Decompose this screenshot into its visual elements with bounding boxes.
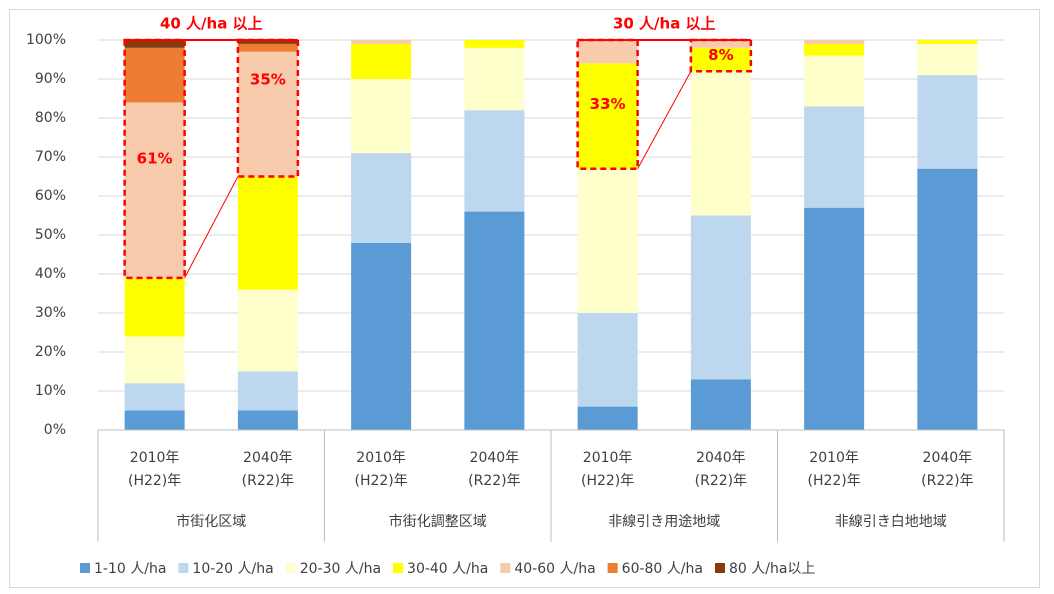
bar-segment xyxy=(917,168,978,430)
bar-segment xyxy=(237,289,298,372)
bar-segment xyxy=(124,40,185,48)
x-tick-label: (R22)年 xyxy=(695,473,747,489)
bar-segment xyxy=(690,379,751,430)
bar-segment xyxy=(804,43,865,56)
x-tick-label: (H22)年 xyxy=(581,473,634,489)
legend-swatch xyxy=(714,563,725,573)
bar-segment xyxy=(124,47,185,103)
x-tick-label: (H22)年 xyxy=(807,473,860,489)
annotation-label: 61% xyxy=(137,149,173,167)
group-label: 非線引き白地地域 xyxy=(835,514,947,530)
group-label: 非線引き用途地域 xyxy=(608,513,720,530)
bar-segment xyxy=(237,371,298,411)
x-tick-label: 2040年 xyxy=(470,450,520,466)
bar-segment xyxy=(804,40,865,44)
bar-segment xyxy=(351,40,412,44)
x-tick-label: 2010年 xyxy=(356,450,406,466)
bar-segment xyxy=(464,211,525,430)
bar-segment xyxy=(124,277,185,337)
bar-segment xyxy=(917,43,978,76)
y-tick-label: 90% xyxy=(35,71,66,87)
bar-segment xyxy=(690,40,751,48)
annotation-label: 35% xyxy=(250,71,286,89)
annotation-connector xyxy=(637,70,692,169)
bar-segment xyxy=(690,47,751,72)
bar-segment xyxy=(351,43,412,79)
y-tick-label: 80% xyxy=(35,110,66,126)
bar-segment xyxy=(351,79,412,154)
bar-segment xyxy=(577,406,638,430)
bar-segment xyxy=(690,215,751,380)
x-tick-label: 2010年 xyxy=(583,450,633,466)
legend-swatch xyxy=(393,563,404,573)
legend-swatch xyxy=(500,563,511,573)
y-tick-label: 20% xyxy=(35,344,66,360)
legend-label: 30-40 人/ha xyxy=(407,561,488,577)
x-tick-label: 2040年 xyxy=(923,450,973,466)
bar-segment xyxy=(464,40,525,48)
legend-label: 20-30 人/ha xyxy=(300,561,381,577)
legend-label: 40-60 人/ha xyxy=(514,561,595,577)
annotation-connector xyxy=(184,176,239,279)
annotation-label: 8% xyxy=(708,46,733,64)
x-tick-label: 2040年 xyxy=(243,450,293,466)
y-tick-label: 50% xyxy=(35,227,66,243)
bar-segment xyxy=(124,410,185,430)
group-label: 市街化区域 xyxy=(176,513,246,530)
y-tick-label: 10% xyxy=(35,383,66,399)
y-tick-label: 40% xyxy=(35,266,66,282)
bar-segment xyxy=(917,75,978,169)
bar-segment xyxy=(124,102,185,278)
bar-segment xyxy=(237,40,298,44)
legend-label: 10-20 人/ha xyxy=(192,561,273,577)
bar-segment xyxy=(804,55,865,107)
legend-label: 80 人/ha以上 xyxy=(729,561,815,577)
bar-segment xyxy=(124,336,185,384)
x-tick-label: 2010年 xyxy=(130,450,180,466)
bar-segment xyxy=(804,106,865,208)
bar-segment xyxy=(237,51,298,177)
annotation-label: 33% xyxy=(590,95,626,113)
bar-segment xyxy=(804,207,865,430)
legend-swatch xyxy=(178,563,189,573)
x-tick-label: 2010年 xyxy=(809,450,859,466)
x-tick-label: (R22)年 xyxy=(921,473,973,489)
x-tick-label: (H22)年 xyxy=(128,473,181,489)
legend-swatch xyxy=(80,563,90,573)
bar-segment xyxy=(351,153,412,243)
legend-swatch xyxy=(285,563,296,573)
legend-label: 60-80 人/ha xyxy=(622,561,703,577)
x-tick-label: 2040年 xyxy=(696,450,746,466)
bar-segment xyxy=(577,40,638,64)
annotation-title: 40 人/ha 以上 xyxy=(160,15,263,33)
bar-segment xyxy=(917,40,978,44)
y-tick-label: 0% xyxy=(44,422,66,438)
y-tick-label: 30% xyxy=(35,305,66,321)
group-label: 市街化調整区域 xyxy=(389,513,487,530)
bar-segment xyxy=(464,47,525,111)
y-tick-label: 70% xyxy=(35,149,66,165)
legend-swatch xyxy=(607,563,618,573)
bar-segment xyxy=(124,383,185,411)
y-tick-label: 100% xyxy=(26,32,66,48)
x-tick-label: (R22)年 xyxy=(468,473,520,489)
bar-segment xyxy=(577,313,638,407)
legend-label: 1-10 人/ha xyxy=(94,561,166,577)
bar-segment xyxy=(464,110,525,212)
bar-segment xyxy=(351,242,412,430)
y-tick-label: 60% xyxy=(35,188,66,204)
bar-segment xyxy=(237,410,298,430)
bar-segment xyxy=(237,43,298,52)
bar-segment xyxy=(577,168,638,313)
bar-segment xyxy=(577,63,638,169)
x-tick-label: (R22)年 xyxy=(242,473,294,489)
bar-segment xyxy=(237,176,298,290)
bar-segment xyxy=(690,71,751,216)
x-tick-label: (H22)年 xyxy=(354,473,407,489)
annotation-title: 30 人/ha 以上 xyxy=(613,15,716,33)
